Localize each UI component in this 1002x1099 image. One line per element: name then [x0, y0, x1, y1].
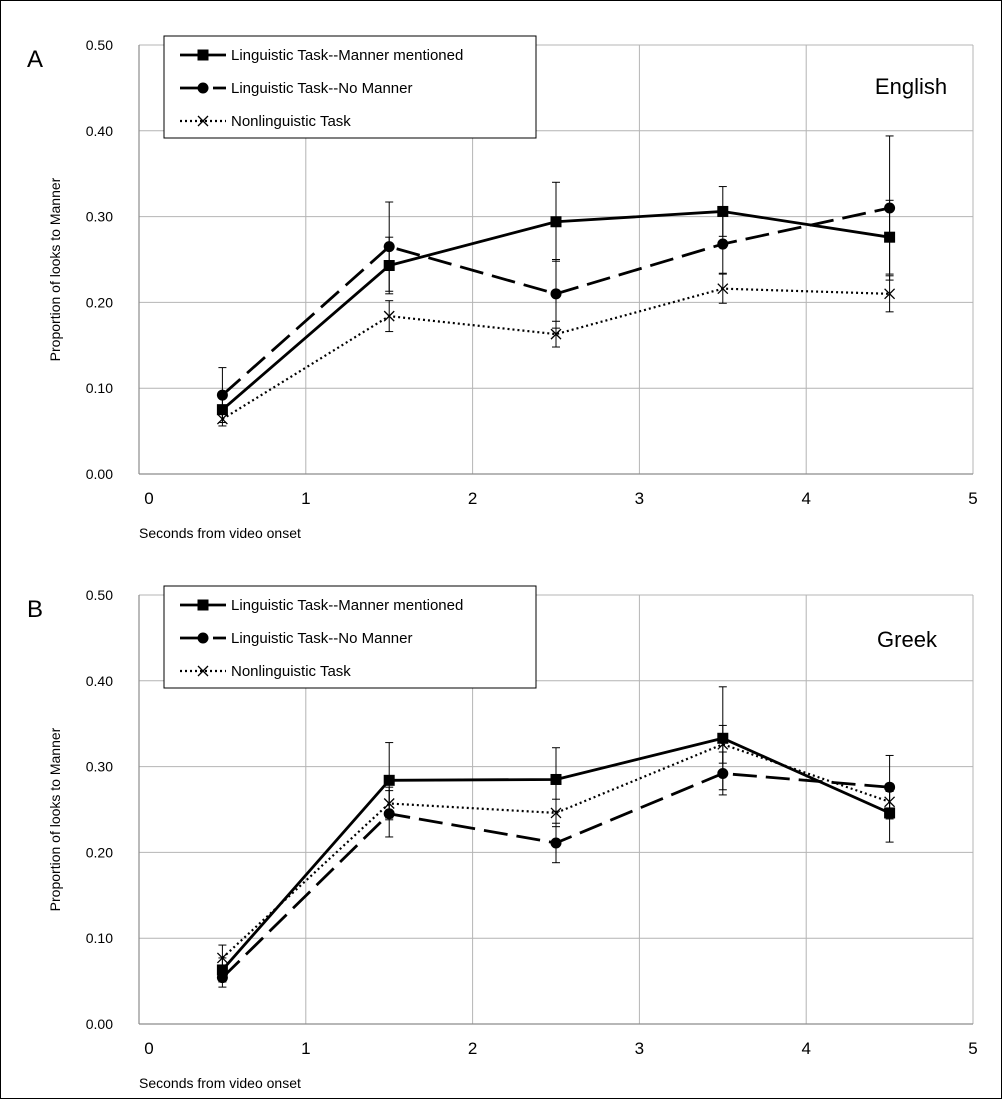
legend-label: Linguistic Task--No Manner [231, 630, 412, 647]
y-axis-title: Proportion of looks to Manner [47, 177, 63, 361]
x-axis-title: Seconds from video onset [139, 525, 301, 541]
x-tick-label: 1 [301, 489, 310, 508]
x-tick-label: 0 [144, 1039, 153, 1058]
legend-swatch-marker [197, 599, 209, 611]
language-label: Greek [877, 627, 938, 652]
legend-label: Linguistic Task--Manner mentioned [231, 47, 463, 64]
data-point [383, 310, 395, 322]
legend-label: Linguistic Task--No Manner [231, 80, 412, 97]
data-point [550, 328, 562, 340]
series-circle [216, 751, 896, 988]
data-point [717, 738, 729, 750]
data-point [717, 283, 729, 295]
x-tick-label: 1 [301, 1039, 310, 1058]
data-point [550, 837, 562, 849]
x-axis-title: Seconds from video onset [139, 1075, 301, 1091]
series-circle [216, 135, 896, 424]
y-tick-label: 0.00 [86, 1016, 113, 1032]
y-tick-label: 0.30 [86, 759, 113, 775]
chart-panel-a: 0.00 0.10 0.20 0.30 0.40 0.50 0 1 2 3 4 5 Seconds fr… [27, 35, 978, 541]
data-point [717, 767, 729, 779]
data-point [884, 288, 896, 300]
data-point [216, 952, 228, 964]
data-point [216, 389, 228, 401]
y-tick-label: 0.20 [86, 844, 113, 860]
data-point [383, 798, 395, 809]
panel-letter: A [27, 46, 43, 73]
x-tick-label: 5 [968, 489, 977, 508]
panel-letter: B [27, 596, 43, 623]
series-x [216, 724, 896, 972]
y-tick-label: 0.50 [86, 37, 113, 53]
data-point [383, 241, 395, 253]
legend-label: Nonlinguistic Task [231, 113, 351, 130]
data-point [550, 288, 562, 300]
data-point [550, 807, 562, 819]
y-tick-label: 0.30 [86, 209, 113, 225]
legend: Linguistic Task--Manner mentioned Linguis… [163, 35, 537, 139]
x-tick-label: 4 [801, 1039, 810, 1058]
data-point [550, 773, 562, 785]
data-point [216, 972, 228, 984]
language-label: English [875, 74, 947, 99]
data-point [717, 238, 729, 250]
legend-swatch-marker [197, 665, 209, 677]
data-point [383, 774, 395, 786]
data-point [884, 202, 896, 214]
data-point [884, 781, 896, 793]
chart-panel-b: 0.00 0.10 0.20 0.30 0.40 0.50 0 1 2 3 4 5 Seconds fr… [27, 585, 978, 1091]
series-line [221, 287, 890, 421]
y-tick-label: 0.00 [86, 466, 113, 482]
legend-swatch-marker [197, 49, 209, 61]
data-point [216, 413, 228, 425]
y-tick-label: 0.10 [86, 930, 113, 946]
data-point [550, 216, 562, 228]
legend-label: Nonlinguistic Task [231, 663, 351, 680]
x-tick-label: 5 [968, 1039, 977, 1058]
y-tick-label: 0.40 [86, 673, 113, 689]
legend-swatch-marker [197, 632, 209, 644]
data-point [884, 796, 896, 808]
x-tick-label: 4 [801, 489, 810, 508]
legend-swatch-marker [197, 82, 209, 94]
series-x [216, 273, 896, 427]
x-tick-label: 3 [635, 489, 644, 508]
y-tick-label: 0.20 [86, 294, 113, 310]
x-tick-label: 0 [144, 489, 153, 508]
y-tick-label: 0.50 [86, 587, 113, 603]
x-tick-label: 2 [468, 1039, 477, 1058]
x-tick-label: 2 [468, 489, 477, 508]
legend: Linguistic Task--Manner mentioned Linguis… [163, 585, 537, 689]
series-line [221, 743, 890, 959]
y-tick-label: 0.40 [86, 123, 113, 139]
legend-label: Linguistic Task--Manner mentioned [231, 597, 463, 614]
y-axis-title: Proportion of looks to Manner [47, 727, 63, 911]
y-tick-label: 0.10 [86, 380, 113, 396]
x-tick-label: 3 [635, 1039, 644, 1058]
data-point [717, 205, 729, 217]
legend-swatch-marker [197, 115, 209, 127]
